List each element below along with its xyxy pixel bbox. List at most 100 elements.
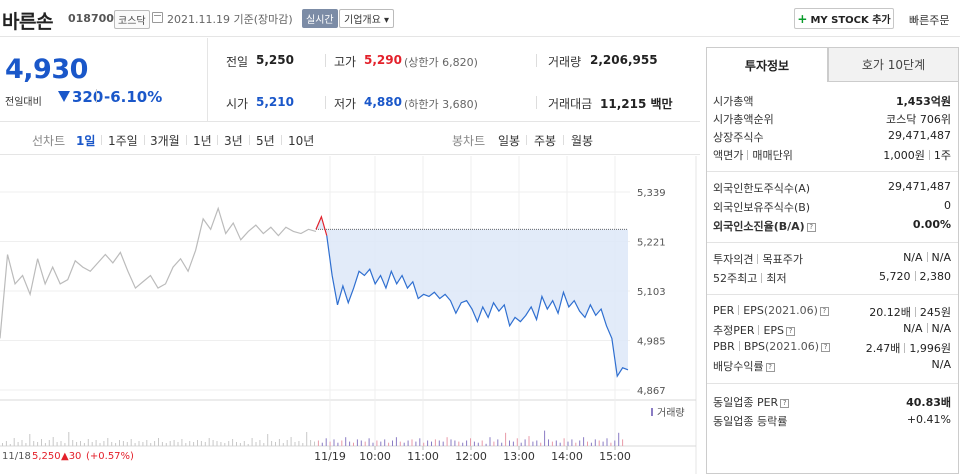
quick-order-button[interactable]: 빠른주문 (909, 14, 950, 27)
volume-bar (154, 441, 156, 446)
volume-bar (493, 441, 495, 446)
volume-bar (622, 439, 624, 446)
tab-invest-info[interactable]: 투자정보 (706, 47, 828, 82)
tab-1week[interactable]: 1주일 (108, 134, 138, 148)
industry-per-row: 동일업종 PER? 40.83배 (713, 394, 951, 410)
tab-3month[interactable]: 3개월 (150, 134, 180, 148)
add-mystock-button[interactable]: + MY STOCK 추가 (794, 8, 894, 29)
industry-rate-label: 동일업종 등락률 (713, 415, 788, 428)
market-badge: 코스닥 (114, 10, 150, 29)
volume-bar (372, 442, 374, 446)
divider (928, 150, 930, 160)
volume-bar (278, 439, 280, 446)
y-tick-label: 4,867 (637, 386, 666, 397)
prev-day-price: 5,250 (32, 451, 61, 462)
divider (914, 307, 916, 317)
tab-3year[interactable]: 3년 (224, 134, 243, 148)
divider (217, 135, 218, 145)
company-overview-button[interactable]: 기업개요 ▾ (339, 9, 394, 28)
price-fill-area (316, 216, 628, 377)
foreign-rate-label-text: 외국인소진율(B/A) (713, 220, 805, 233)
divider (707, 294, 958, 295)
week52-high-label: 52주최고 (713, 272, 758, 285)
help-icon[interactable]: ? (806, 223, 816, 232)
help-icon[interactable]: ? (780, 399, 790, 408)
foreign-rate-row: 외국인소진율(B/A)? 0.00% (713, 218, 951, 234)
volume-bar (220, 442, 222, 446)
tab-monthly[interactable]: 월봉 (571, 134, 594, 148)
volume-bar (501, 442, 503, 446)
help-icon[interactable]: ? (819, 307, 829, 316)
tab-weekly[interactable]: 주봉 (534, 134, 557, 148)
dividend-label-text: 배당수익률 (713, 360, 764, 373)
volume-bar (485, 443, 487, 446)
per-value-text: 20.12배 (869, 306, 911, 319)
volume-bar (532, 441, 534, 446)
price-chart: 5,339 5,221 5,103 4,985 4,867 11/19 10:00 11:0… (0, 156, 700, 474)
volume-bar (142, 442, 144, 446)
x-tick-label: 13:00 (503, 450, 535, 463)
week52-low-value: 2,380 (919, 270, 952, 283)
help-icon[interactable]: ? (821, 343, 831, 352)
tab-orderbook[interactable]: 호가 10단계 (828, 47, 959, 82)
low-label: 저가 (334, 97, 357, 111)
pbr-label: PBR BPS(2021.06)? (713, 340, 831, 353)
volume-bar (333, 439, 335, 446)
volume-bar (107, 438, 109, 446)
divider (144, 135, 145, 145)
x-tick-label: 11/19 (314, 450, 346, 463)
week52-value: 5,720 2,380 (879, 270, 951, 283)
est-per-label: 추정PER EPS? (713, 322, 796, 338)
industry-per-label: 동일업종 PER? (713, 394, 790, 410)
high-label: 고가 (334, 55, 357, 69)
volume-bar (528, 436, 530, 446)
volume-bar (466, 440, 468, 446)
tab-1year[interactable]: 1년 (193, 134, 212, 148)
x-tick-label: 14:00 (551, 450, 583, 463)
per-date: (2021.06) (763, 304, 818, 317)
volume-bar (68, 432, 70, 446)
volume-bar (165, 443, 167, 446)
volume-bar (111, 442, 113, 446)
open-label: 시가 (226, 97, 249, 111)
volume-bar (438, 440, 440, 446)
help-icon[interactable]: ? (786, 327, 796, 336)
y-tick-label: 5,103 (637, 287, 666, 298)
pbr-date: (2021.06) (765, 340, 820, 353)
tab-10year[interactable]: 10년 (288, 134, 315, 148)
help-icon[interactable]: ? (765, 363, 775, 372)
volume-bar (126, 442, 128, 446)
tab-daily[interactable]: 일봉 (498, 134, 521, 148)
high-value: 5,290 (364, 53, 402, 67)
volume-bar (5, 441, 7, 446)
pbr-label-text: PBR (713, 340, 735, 353)
volume-bar (60, 441, 62, 446)
bps-value: 1,996원 (909, 342, 951, 355)
volume-bar (290, 437, 292, 446)
volume-bar (294, 442, 296, 446)
volume-bar (271, 441, 273, 446)
volume-bar (2, 443, 3, 446)
volume-bar (189, 441, 191, 446)
eps-label: EPS (743, 304, 764, 317)
volume-bar (368, 438, 370, 446)
tab-5year[interactable]: 5년 (256, 134, 275, 148)
volume-bar (212, 440, 214, 446)
lower-limit: (하한가 3,680) (404, 98, 478, 111)
market-cap-label: 시가총액 (713, 95, 754, 108)
tab-1day[interactable]: 1일 (76, 134, 96, 148)
volume-value: 2,206,955 (590, 53, 658, 67)
volume-bar (516, 438, 518, 446)
low-value: 4,880 (364, 95, 402, 109)
volume-bar (388, 442, 390, 446)
volume-bar (236, 442, 237, 446)
amount-label: 거래대금 (548, 97, 593, 111)
divider (707, 242, 958, 243)
current-price: 4,930 (5, 54, 88, 85)
volume-bar (44, 443, 46, 446)
volume-bar (407, 440, 409, 446)
divider (758, 325, 760, 335)
volume-bar (442, 441, 444, 446)
volume-bar (247, 444, 249, 446)
realtime-badge[interactable]: 실시간 (302, 9, 338, 28)
